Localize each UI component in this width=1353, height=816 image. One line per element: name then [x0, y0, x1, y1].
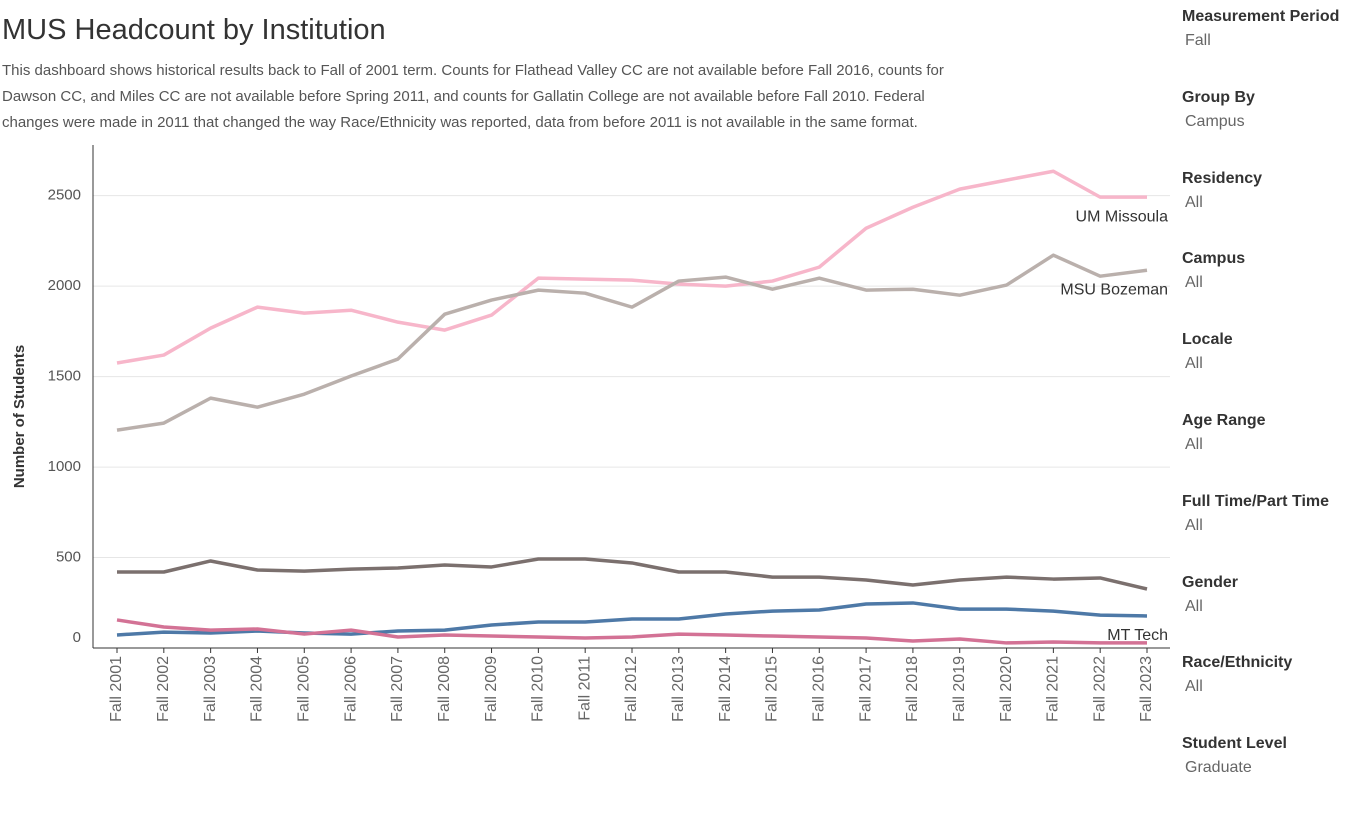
filter-value: All: [1185, 435, 1203, 453]
chart: 0 500 1000 1500 2000 2500 Number of Students Fa…: [11, 145, 1170, 722]
filter[interactable]: Residency All: [1182, 170, 1339, 251]
x-tick-label: Fall 2014: [717, 656, 734, 722]
filter-label: Age Range: [1182, 411, 1266, 429]
x-tick-label: Fall 2023: [1138, 656, 1155, 722]
filter[interactable]: Measurement Period Fall: [1182, 8, 1339, 89]
subtitle-line: This dashboard shows historical results …: [2, 62, 944, 79]
filter-panel: Measurement Period Fall Group By Campus Resi…: [1182, 8, 1339, 816]
filter[interactable]: Race/Ethnicity All: [1182, 654, 1339, 735]
subtitle-line: Dawson CC, and Miles CC are not availabl…: [2, 88, 925, 105]
filter-value: All: [1185, 193, 1203, 211]
x-tick-label: Fall 2006: [342, 656, 359, 722]
x-tick-label: Fall 2012: [623, 656, 640, 722]
x-tick-label: Fall 2009: [483, 656, 500, 722]
dashboard: MUS Headcount by Institution This dashbo…: [2, 8, 1340, 777]
filter-label: Group By: [1182, 88, 1255, 106]
x-tick-label: Fall 2003: [202, 656, 219, 722]
filter[interactable]: Age Range All: [1182, 412, 1339, 493]
x-tick-label: Fall 2016: [810, 656, 827, 722]
subtitle-line: changes were made in 2011 that changed t…: [2, 114, 918, 131]
x-tick-label: Fall 2008: [436, 656, 453, 722]
x-tick-label: Fall 2022: [1091, 656, 1108, 722]
filter[interactable]: Gender All: [1182, 574, 1339, 655]
x-tick-label: Fall 2005: [295, 656, 312, 722]
series-line: [116, 169, 1147, 365]
y-tick-label: 0: [73, 629, 81, 646]
filter[interactable]: Locale All: [1182, 331, 1339, 412]
y-tick-label: 500: [56, 549, 81, 566]
x-tick-label: Fall 2021: [1045, 656, 1062, 722]
x-tick-label: Fall 2013: [670, 656, 687, 722]
filter-value: All: [1185, 274, 1203, 292]
series-label: MT Tech: [1107, 627, 1168, 644]
series-label: MSU Bozeman: [1060, 281, 1168, 298]
filter-value: Graduate: [1185, 759, 1252, 777]
filter-value: All: [1185, 597, 1203, 615]
filter-label: Campus: [1182, 250, 1246, 268]
x-tick-label: Fall 2019: [951, 656, 968, 722]
y-tick-label: 1500: [48, 368, 81, 385]
series-line: [116, 618, 1147, 645]
x-tick-label: Fall 2002: [155, 656, 172, 722]
filter-label: Locale: [1182, 331, 1233, 349]
x-tick-label: Fall 2018: [904, 656, 921, 722]
filter-label: Measurement Period: [1182, 8, 1340, 25]
filter-value: Campus: [1185, 112, 1245, 130]
filter[interactable]: Full Time/Part Time All: [1182, 493, 1339, 574]
x-tick-label: Fall 2011: [576, 656, 593, 721]
filter[interactable]: Group By Campus: [1182, 89, 1339, 170]
x-tick-label: Fall 2015: [764, 656, 781, 722]
x-tick-label: Fall 2020: [998, 656, 1015, 722]
y-tick-label: 1000: [48, 458, 81, 475]
filter-value: Fall: [1185, 32, 1211, 49]
filter-label: Full Time/Part Time: [1182, 492, 1330, 510]
y-tick-label: 2000: [48, 277, 81, 294]
filter-value: All: [1185, 516, 1203, 534]
x-tick-label: Fall 2017: [857, 656, 874, 722]
filter[interactable]: Campus All: [1182, 250, 1339, 331]
x-tick-label: Fall 2001: [108, 656, 125, 722]
y-axis-label: Number of Students: [11, 345, 28, 488]
series-line: [117, 557, 1148, 591]
filter-label: Race/Ethnicity: [1182, 654, 1293, 672]
series-line: [116, 253, 1148, 432]
filter-value: All: [1185, 355, 1203, 373]
filter[interactable]: Student Level Graduate: [1182, 735, 1339, 816]
filter-label: Gender: [1182, 573, 1239, 591]
filter-label: Residency: [1182, 169, 1263, 187]
x-tick-label: Fall 2010: [530, 656, 547, 722]
subtitle: This dashboard shows historical results …: [2, 58, 944, 136]
filter-label: Student Level: [1182, 735, 1287, 753]
title: MUS Headcount by Institution: [2, 14, 386, 46]
x-tick-label: Fall 2007: [389, 656, 406, 722]
series-label: UM Missoula: [1076, 208, 1169, 225]
filter-value: All: [1185, 678, 1203, 696]
y-tick-label: 2500: [48, 187, 81, 204]
x-tick-label: Fall 2004: [249, 656, 266, 722]
